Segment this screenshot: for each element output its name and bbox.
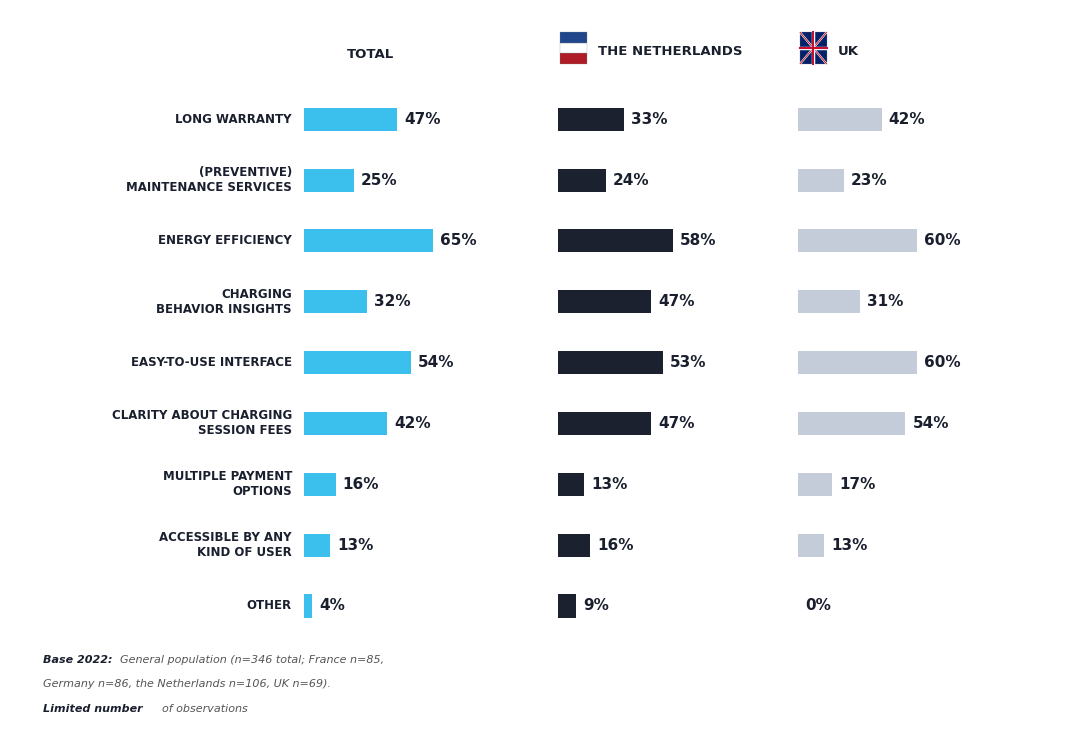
Text: 54%: 54% (418, 355, 455, 370)
Text: THE NETHERLANDS: THE NETHERLANDS (598, 44, 743, 58)
Bar (304, 169, 353, 192)
Text: EASY-TO-USE INTERFACE: EASY-TO-USE INTERFACE (131, 356, 292, 369)
Text: 16%: 16% (343, 477, 379, 492)
Text: 13%: 13% (337, 538, 373, 553)
Text: General population (n=346 total; France n=85,: General population (n=346 total; France … (120, 655, 384, 665)
Bar (798, 107, 881, 131)
Bar (304, 412, 387, 435)
Bar (558, 412, 651, 435)
Bar (304, 290, 367, 313)
Text: 13%: 13% (591, 477, 627, 492)
Text: 4%: 4% (319, 599, 345, 613)
Bar (560, 32, 587, 43)
Bar (304, 534, 330, 556)
Text: 60%: 60% (924, 233, 960, 249)
Text: ENERGY EFFICIENCY: ENERGY EFFICIENCY (158, 235, 292, 247)
Text: 9%: 9% (584, 599, 609, 613)
Text: 23%: 23% (851, 172, 888, 187)
Text: Limited number: Limited number (43, 704, 142, 715)
Text: 32%: 32% (375, 295, 411, 309)
Bar (558, 351, 664, 374)
Text: 53%: 53% (670, 355, 706, 370)
Bar (558, 229, 673, 252)
Bar (800, 32, 827, 64)
Text: TOTAL: TOTAL (347, 47, 394, 61)
Text: 58%: 58% (680, 233, 717, 249)
Text: (PREVENTIVE)
MAINTENANCE SERVICES: (PREVENTIVE) MAINTENANCE SERVICES (126, 166, 292, 194)
Bar (558, 107, 623, 131)
Bar (560, 53, 587, 64)
Text: 54%: 54% (912, 416, 949, 431)
Bar (304, 229, 432, 252)
Text: 42%: 42% (889, 112, 925, 127)
Bar (798, 229, 918, 252)
Text: 42%: 42% (394, 416, 431, 431)
Text: 47%: 47% (658, 416, 695, 431)
Text: 65%: 65% (440, 233, 476, 249)
Bar (798, 473, 832, 496)
Text: OTHER: OTHER (246, 599, 292, 613)
Bar (798, 169, 844, 192)
Text: CLARITY ABOUT CHARGING
SESSION FEES: CLARITY ABOUT CHARGING SESSION FEES (112, 409, 292, 437)
Text: Germany n=86, the Netherlands n=106, UK n=69).: Germany n=86, the Netherlands n=106, UK … (43, 679, 331, 690)
Bar (558, 290, 651, 313)
Bar (558, 169, 606, 192)
Bar (560, 43, 587, 53)
Text: UK: UK (838, 44, 859, 58)
Text: 24%: 24% (612, 172, 650, 187)
Text: CHARGING
BEHAVIOR INSIGHTS: CHARGING BEHAVIOR INSIGHTS (157, 288, 292, 316)
Text: 17%: 17% (839, 477, 876, 492)
Text: 16%: 16% (598, 538, 634, 553)
Text: 25%: 25% (361, 172, 397, 187)
Text: LONG WARRANTY: LONG WARRANTY (175, 112, 292, 126)
Bar (798, 351, 918, 374)
Bar (558, 473, 584, 496)
Bar (798, 290, 860, 313)
Text: 13%: 13% (831, 538, 867, 553)
Text: 47%: 47% (404, 112, 441, 127)
Bar (304, 351, 411, 374)
Text: 33%: 33% (631, 112, 667, 127)
Text: 47%: 47% (658, 295, 695, 309)
Bar (798, 412, 905, 435)
Text: ACCESSIBLE BY ANY
KIND OF USER: ACCESSIBLE BY ANY KIND OF USER (159, 531, 292, 559)
Text: Base 2022:: Base 2022: (43, 655, 112, 665)
Bar (304, 107, 397, 131)
Text: 60%: 60% (924, 355, 960, 370)
Bar (304, 473, 336, 496)
Text: MULTIPLE PAYMENT
OPTIONS: MULTIPLE PAYMENT OPTIONS (162, 471, 292, 498)
Text: 0%: 0% (806, 599, 831, 613)
Bar (558, 594, 576, 618)
Bar (304, 594, 312, 618)
Text: of observations: of observations (162, 704, 248, 715)
Bar (798, 534, 824, 556)
Text: 31%: 31% (866, 295, 903, 309)
Bar (558, 534, 590, 556)
